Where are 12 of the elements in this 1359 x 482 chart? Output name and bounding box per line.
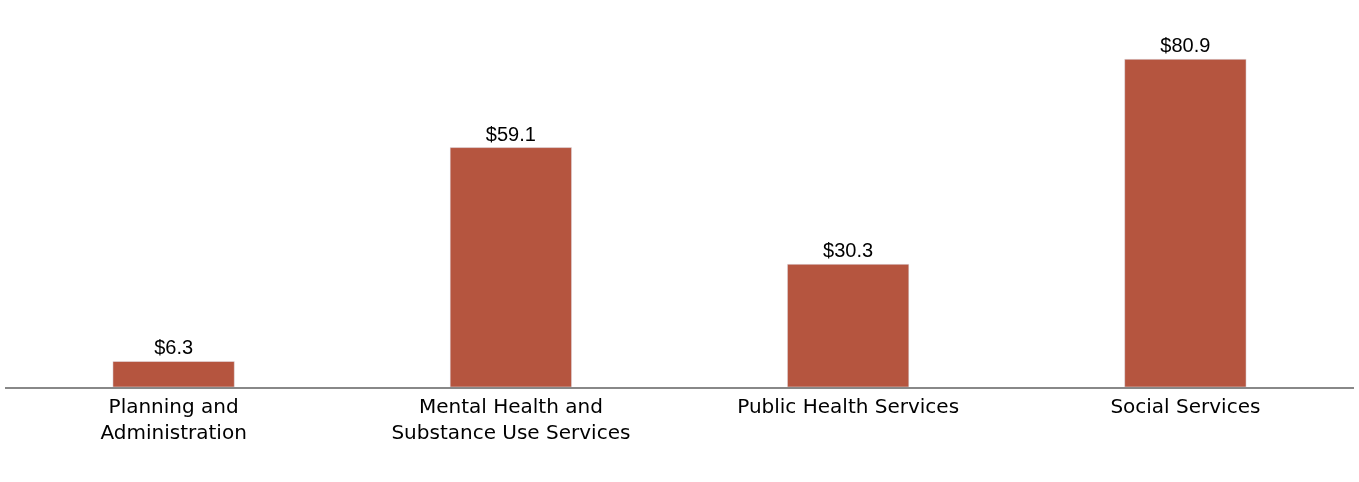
bar — [449, 147, 572, 387]
data-label: $6.3 — [154, 336, 194, 359]
x-tick-label: Mental Health and Substance Use Services — [391, 393, 631, 444]
data-label: $59.1 — [485, 122, 536, 145]
x-tick-label: Social Services — [1110, 393, 1261, 418]
bar — [1124, 59, 1247, 387]
data-label: $80.9 — [1160, 34, 1211, 57]
bar — [112, 361, 235, 387]
bar — [787, 264, 910, 387]
x-tick-label: Public Health Services — [737, 393, 960, 418]
data-label: $30.3 — [823, 239, 874, 262]
x-tick-label: Planning and Administration — [100, 393, 247, 444]
